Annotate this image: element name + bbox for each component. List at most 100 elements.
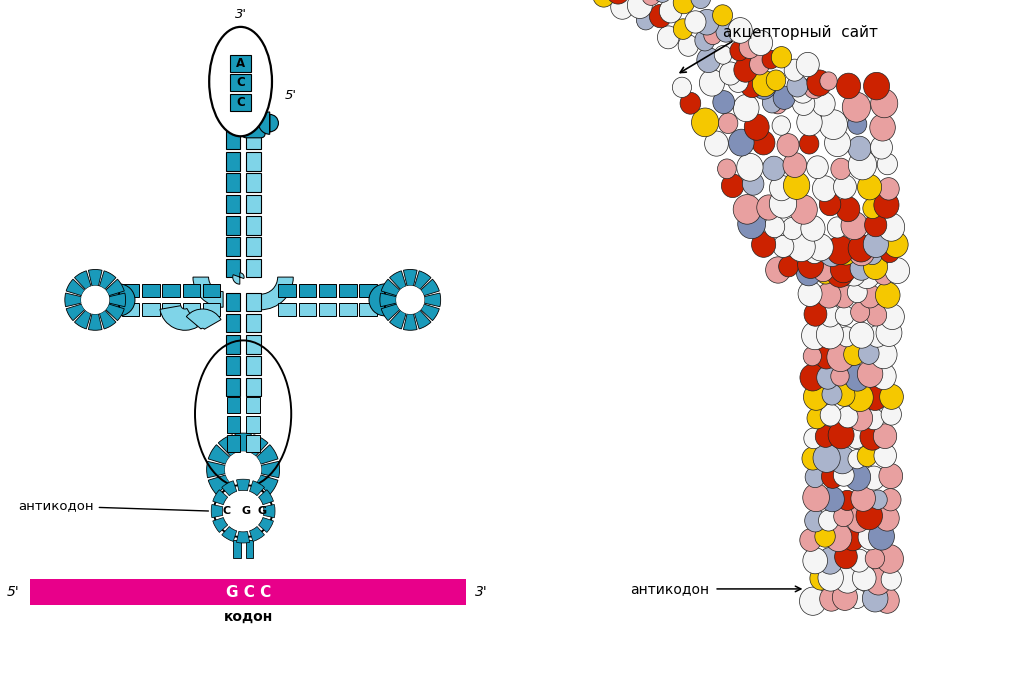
Circle shape: [611, 0, 634, 19]
Circle shape: [812, 92, 835, 116]
Wedge shape: [261, 461, 280, 477]
Circle shape: [804, 242, 825, 264]
Circle shape: [782, 217, 803, 239]
Circle shape: [848, 549, 870, 572]
Circle shape: [704, 26, 722, 45]
Circle shape: [81, 285, 109, 314]
Bar: [246, 195, 260, 213]
Wedge shape: [207, 461, 225, 477]
Circle shape: [849, 238, 874, 266]
Circle shape: [850, 256, 873, 280]
Circle shape: [834, 383, 855, 406]
Circle shape: [875, 505, 900, 531]
Wedge shape: [105, 279, 125, 296]
Bar: [299, 303, 316, 316]
Bar: [246, 259, 260, 277]
Circle shape: [864, 213, 886, 237]
FancyBboxPatch shape: [242, 109, 265, 138]
Wedge shape: [414, 310, 431, 329]
Bar: [360, 303, 377, 316]
Circle shape: [789, 195, 817, 224]
Circle shape: [821, 487, 844, 512]
Wedge shape: [258, 112, 279, 134]
Circle shape: [636, 10, 655, 30]
Text: антикодон: антикодон: [630, 582, 709, 596]
Circle shape: [863, 254, 887, 280]
Wedge shape: [390, 310, 406, 329]
Wedge shape: [249, 527, 264, 541]
Circle shape: [874, 444, 897, 468]
Text: C: C: [236, 96, 245, 109]
Circle shape: [728, 129, 754, 156]
Bar: [226, 259, 240, 277]
Circle shape: [792, 92, 814, 116]
Bar: [246, 131, 260, 150]
Circle shape: [834, 464, 854, 487]
Bar: [246, 416, 259, 433]
Circle shape: [827, 259, 853, 287]
Circle shape: [862, 466, 885, 490]
Wedge shape: [222, 481, 237, 496]
Wedge shape: [403, 269, 417, 286]
Circle shape: [812, 175, 837, 201]
Wedge shape: [236, 479, 250, 491]
Circle shape: [799, 134, 819, 154]
Bar: [246, 397, 259, 413]
Bar: [226, 335, 240, 354]
Circle shape: [881, 404, 902, 425]
Text: кодон: кодон: [224, 610, 272, 624]
Circle shape: [815, 346, 838, 369]
Circle shape: [733, 57, 758, 82]
Circle shape: [820, 239, 845, 267]
Wedge shape: [99, 310, 115, 329]
Bar: [279, 284, 296, 296]
Circle shape: [833, 584, 857, 610]
Circle shape: [867, 326, 887, 347]
Circle shape: [846, 507, 870, 532]
Circle shape: [593, 0, 615, 7]
Circle shape: [863, 72, 889, 100]
Circle shape: [849, 322, 874, 348]
Bar: [246, 356, 260, 375]
Bar: [246, 378, 260, 396]
Circle shape: [845, 365, 870, 391]
Circle shape: [852, 566, 876, 591]
Circle shape: [825, 129, 851, 157]
Circle shape: [821, 404, 841, 426]
Circle shape: [834, 175, 856, 199]
Wedge shape: [160, 306, 198, 331]
Circle shape: [657, 26, 679, 49]
Circle shape: [729, 41, 749, 61]
Circle shape: [806, 70, 832, 96]
Bar: [226, 216, 240, 235]
Circle shape: [717, 159, 736, 179]
Circle shape: [766, 70, 786, 90]
Bar: [246, 237, 260, 256]
Circle shape: [753, 71, 777, 97]
Bar: [339, 303, 357, 316]
Circle shape: [848, 114, 867, 134]
Circle shape: [870, 340, 898, 369]
Circle shape: [695, 30, 715, 51]
Wedge shape: [109, 293, 126, 307]
Bar: [230, 74, 251, 91]
Circle shape: [848, 136, 871, 161]
Circle shape: [870, 114, 895, 141]
Circle shape: [797, 109, 823, 136]
Circle shape: [800, 364, 826, 391]
Circle shape: [864, 386, 886, 411]
Circle shape: [846, 426, 867, 448]
Circle shape: [770, 175, 793, 200]
Bar: [226, 356, 240, 375]
Circle shape: [784, 59, 805, 81]
Bar: [182, 284, 201, 296]
Bar: [226, 131, 240, 150]
Circle shape: [866, 304, 886, 326]
Circle shape: [816, 320, 844, 349]
Wedge shape: [65, 293, 81, 307]
Circle shape: [836, 244, 856, 265]
Wedge shape: [256, 445, 278, 464]
Bar: [226, 292, 240, 311]
Circle shape: [728, 17, 753, 43]
Bar: [142, 303, 160, 316]
